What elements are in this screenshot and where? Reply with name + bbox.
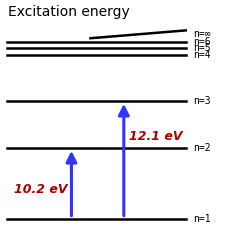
Text: n=∞: n=∞ xyxy=(193,29,210,39)
Text: n=4: n=4 xyxy=(193,50,210,60)
Text: n=6: n=6 xyxy=(193,37,210,47)
Text: Excitation energy: Excitation energy xyxy=(8,5,129,19)
Text: n=5: n=5 xyxy=(193,43,210,53)
Text: n=3: n=3 xyxy=(193,96,210,106)
Text: n=2: n=2 xyxy=(193,143,210,153)
Text: 10.2 eV: 10.2 eV xyxy=(14,183,68,196)
Text: n=1: n=1 xyxy=(193,213,210,223)
Text: 12.1 eV: 12.1 eV xyxy=(128,130,182,143)
